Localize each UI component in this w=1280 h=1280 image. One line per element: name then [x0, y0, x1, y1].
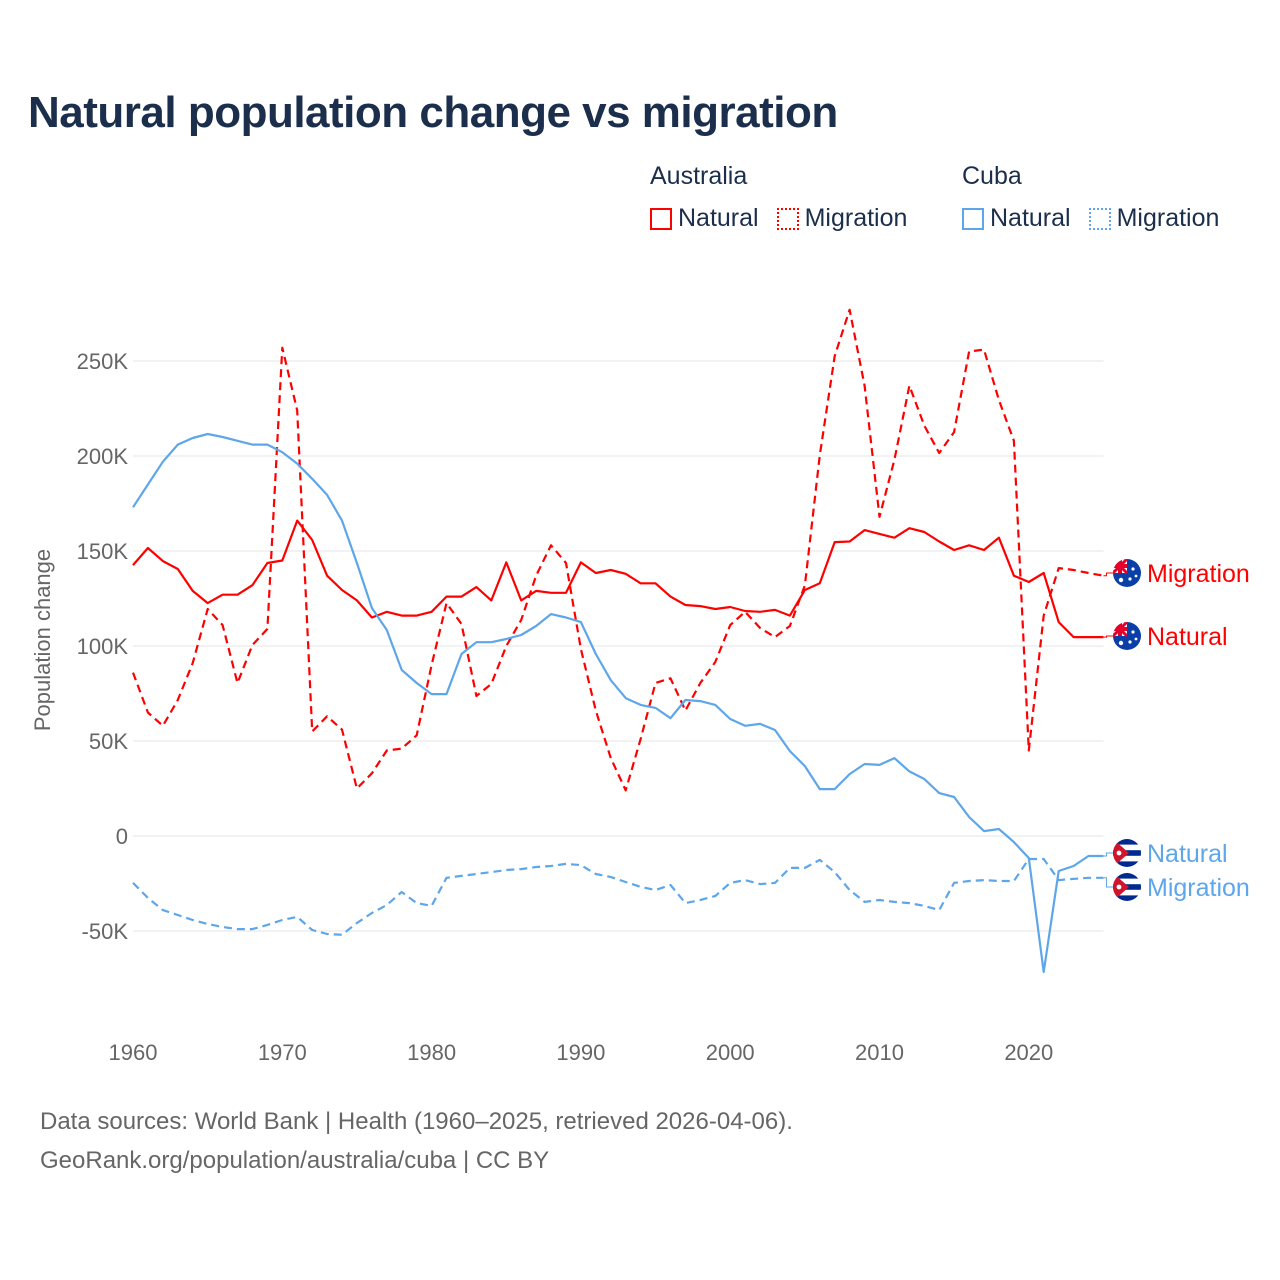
legend-item-australia-migration[interactable]: Migration: [776, 204, 908, 233]
y-tick-label: 50K: [89, 729, 128, 754]
footer-sources: Data sources: World Bank | Health (1960–…: [40, 1108, 793, 1135]
series-line-australia-migration: [131, 308, 1104, 792]
x-tick-label: 2010: [855, 1040, 904, 1065]
series-end-label: Natural: [1147, 840, 1228, 868]
legend-label: Natural: [990, 204, 1071, 232]
legend-group-cuba: Cuba Natural Migration: [962, 162, 1219, 233]
series-line-australia-natural: [132, 519, 1104, 639]
x-tick-label: 1960: [109, 1040, 158, 1065]
cuba-flag-icon: [1113, 873, 1141, 901]
x-tick-label: 1980: [407, 1040, 456, 1065]
y-tick-label: 250K: [77, 349, 129, 374]
legend-item-australia-natural[interactable]: Natural: [650, 204, 759, 233]
legend-label: Migration: [804, 204, 908, 232]
series-line-cuba-migration: [132, 857, 1104, 936]
y-tick-label: 200K: [77, 444, 129, 469]
legend-group-title: Australia: [650, 162, 748, 190]
series-line-cuba-natural: [132, 432, 1104, 974]
y-tick-label: -50K: [82, 919, 129, 944]
y-tick-label: 150K: [77, 539, 129, 564]
legend-swatch-solid: [650, 207, 672, 230]
legend-swatch-solid: [962, 207, 984, 230]
legend-group-title: Cuba: [962, 162, 1022, 190]
x-tick-label: 1970: [258, 1040, 307, 1065]
series-end-label: Natural: [1147, 623, 1228, 651]
y-axis-label: Population change: [30, 549, 55, 731]
series-end-label: Migration: [1147, 874, 1250, 902]
legend-label: Migration: [1116, 204, 1220, 232]
legend-swatch-dotted: [1088, 207, 1111, 230]
legend-group-australia: Australia Natural Migration: [650, 162, 907, 233]
x-tick-label: 2020: [1004, 1040, 1053, 1065]
label-connector: [1103, 572, 1116, 577]
legend-swatch-dotted: [776, 207, 799, 230]
y-tick-label: 100K: [77, 634, 129, 659]
y-tick-label: 0: [116, 824, 128, 849]
footer-link[interactable]: GeoRank.org/population/australia/cuba | …: [40, 1147, 550, 1174]
x-tick-label: 2000: [706, 1040, 755, 1065]
legend-item-cuba-natural[interactable]: Natural: [962, 204, 1071, 233]
legend-item-cuba-migration[interactable]: Migration: [1088, 204, 1220, 233]
chart-title: Natural population change vs migration: [28, 88, 838, 137]
series-end-label: Migration: [1147, 560, 1250, 588]
legend-label: Natural: [678, 204, 759, 232]
cuba-flag-icon: [1113, 839, 1141, 867]
australia-flag-icon: [1113, 559, 1141, 587]
label-connector: [1103, 877, 1116, 888]
label-connector: [1103, 635, 1116, 638]
australia-flag-icon: [1113, 622, 1141, 650]
x-tick-label: 1990: [556, 1040, 605, 1065]
label-connector: [1103, 852, 1116, 857]
